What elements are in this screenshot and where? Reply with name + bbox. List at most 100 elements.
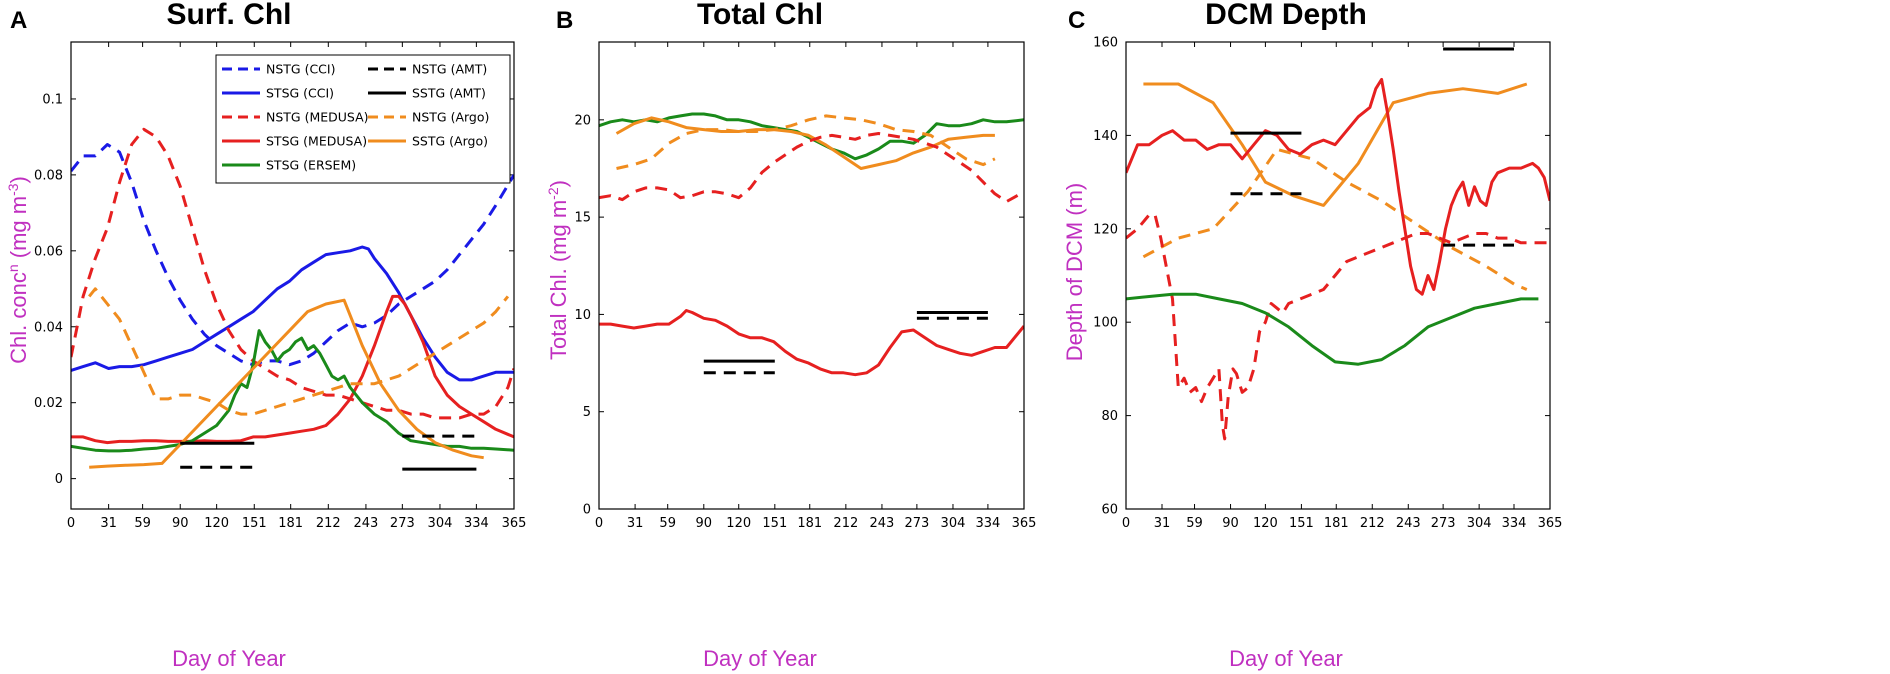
x-tick-label: 273 bbox=[1431, 516, 1456, 531]
y-tick-label: 20 bbox=[574, 113, 591, 128]
legend-box bbox=[215, 54, 511, 184]
x-tick-label: 59 bbox=[134, 516, 151, 531]
y-tick-label: 0.08 bbox=[34, 168, 63, 183]
y-tick-label: 0.04 bbox=[34, 320, 63, 335]
y-tick-label: 0.02 bbox=[34, 396, 63, 411]
x-tick-label: 120 bbox=[1253, 516, 1278, 531]
series-line-nstg-medusa bbox=[1126, 213, 1550, 441]
x-tick-label: 59 bbox=[1186, 516, 1203, 531]
series-line-stsg-medusa bbox=[1126, 77, 1550, 296]
x-tick-label: 120 bbox=[204, 516, 229, 531]
x-tick-label: 304 bbox=[941, 516, 966, 531]
plot-area-b: 0 31 59 90 120 151 181 212 243 273 304 334 365 0 5 10 15… bbox=[574, 41, 1037, 531]
panel-title-b: Total Chl bbox=[697, 0, 823, 31]
y-tick-label: 15 bbox=[574, 211, 591, 226]
series-line-nstg-cci bbox=[71, 143, 514, 367]
legend-label: SSTG (AMT) bbox=[412, 86, 486, 101]
x-tick-label: 334 bbox=[975, 516, 1000, 531]
x-tick-label: 90 bbox=[172, 516, 189, 531]
x-tick-label: 120 bbox=[726, 516, 751, 531]
x-tick-label: 181 bbox=[278, 516, 303, 531]
series-line-stsg-ersem bbox=[71, 329, 514, 453]
x-tick-label: 212 bbox=[833, 516, 858, 531]
x-tick-label: 365 bbox=[502, 516, 527, 531]
panel-letter-c: C bbox=[1068, 7, 1085, 34]
series-line-stsg-ersem bbox=[599, 112, 1024, 161]
series-line-stsg-medusa bbox=[71, 294, 514, 445]
y-tick-label: 5 bbox=[583, 405, 591, 420]
legend-label: NSTG (MEDUSA) bbox=[266, 110, 369, 125]
y-tick-label: 0 bbox=[55, 472, 63, 487]
legend-label: STSG (ERSEM) bbox=[266, 158, 356, 173]
series-line-nstg-argo bbox=[88, 287, 510, 416]
panel-a: A Surf. Chl Day of Year Chl. concn (mg m… bbox=[5, 0, 526, 671]
x-tick-label: 31 bbox=[100, 516, 117, 531]
x-tick-label: 0 bbox=[595, 516, 603, 531]
series-line-nstg-argo bbox=[616, 114, 996, 170]
panel-letter-b: B bbox=[556, 7, 573, 34]
y-axis-label-b: Total Chl. (mg m-2) bbox=[545, 180, 571, 360]
x-tick-label: 273 bbox=[390, 516, 415, 531]
y-tick-label: 80 bbox=[1101, 409, 1118, 424]
series-line-sstg-argo bbox=[89, 298, 484, 469]
series-line-stsg-medusa bbox=[599, 309, 1024, 377]
panel-b: B Total Chl Day of Year Total Chl. (mg m… bbox=[545, 0, 1036, 671]
y-tick-label: 10 bbox=[574, 308, 591, 323]
y-axis-label-a: Chl. concn (mg m-3) bbox=[5, 176, 31, 364]
x-tick-label: 212 bbox=[1360, 516, 1385, 531]
x-axis-label-c: Day of Year bbox=[1229, 646, 1343, 671]
x-tick-label: 151 bbox=[242, 516, 267, 531]
axes-frame bbox=[1125, 41, 1551, 510]
y-tick-label: 160 bbox=[1093, 36, 1118, 51]
panel-letter-a: A bbox=[10, 7, 27, 34]
panel-title-c: DCM Depth bbox=[1205, 0, 1367, 31]
panel-c: C DCM Depth Day of Year Depth of DCM (m)… bbox=[1062, 0, 1562, 671]
y-tick-label: 0.06 bbox=[34, 244, 63, 259]
y-tick-label: 140 bbox=[1093, 129, 1118, 144]
x-tick-label: 59 bbox=[659, 516, 676, 531]
series-line-nstg-argo bbox=[1142, 147, 1528, 291]
x-axis-label-a: Day of Year bbox=[172, 646, 286, 671]
series-line-sstg-argo bbox=[615, 116, 995, 170]
y-tick-label: 0 bbox=[583, 503, 591, 518]
series-line-stsg-ersem bbox=[1126, 292, 1539, 366]
x-tick-label: 90 bbox=[1222, 516, 1239, 531]
x-tick-label: 31 bbox=[627, 516, 644, 531]
x-tick-label: 181 bbox=[797, 516, 822, 531]
x-tick-label: 31 bbox=[1154, 516, 1171, 531]
x-tick-label: 151 bbox=[762, 516, 787, 531]
panel-title-a: Surf. Chl bbox=[167, 0, 292, 31]
series-line-stsg-cci bbox=[71, 245, 514, 382]
x-tick-label: 334 bbox=[464, 516, 489, 531]
x-tick-label: 0 bbox=[67, 516, 75, 531]
plot-area-a: 0 31 59 90 120 151 181 212 243 273 304 334 365 0 0.02 0… bbox=[34, 41, 527, 531]
x-tick-label: 243 bbox=[354, 516, 379, 531]
legend-label: NSTG (AMT) bbox=[412, 62, 487, 77]
legend-label: NSTG (Argo) bbox=[412, 110, 489, 125]
x-axis-label-b: Day of Year bbox=[703, 646, 817, 671]
x-tick-label: 212 bbox=[316, 516, 341, 531]
x-tick-label: 0 bbox=[1122, 516, 1130, 531]
axes-frame bbox=[70, 41, 515, 510]
x-tick-label: 334 bbox=[1502, 516, 1527, 531]
x-tick-label: 365 bbox=[1538, 516, 1563, 531]
legend-label: NSTG (CCI) bbox=[266, 62, 335, 77]
y-tick-label: 100 bbox=[1093, 316, 1118, 331]
legend-label: STSG (CCI) bbox=[266, 86, 334, 101]
x-tick-label: 304 bbox=[428, 516, 453, 531]
x-tick-label: 181 bbox=[1324, 516, 1349, 531]
legend-label: STSG (MEDUSA) bbox=[266, 134, 367, 149]
x-tick-label: 243 bbox=[1396, 516, 1421, 531]
legend: NSTG (CCI) STSG (CCI) NSTG (MEDUSA) STSG (M… bbox=[215, 54, 511, 184]
x-tick-label: 365 bbox=[1012, 516, 1037, 531]
x-tick-label: 304 bbox=[1467, 516, 1492, 531]
series-line-nstg-medusa bbox=[71, 127, 514, 420]
legend-label: SSTG (Argo) bbox=[412, 134, 488, 149]
y-tick-label: 0.1 bbox=[42, 92, 63, 107]
y-axis-label-c: Depth of DCM (m) bbox=[1062, 183, 1087, 361]
series-line-nstg-medusa bbox=[599, 132, 1024, 204]
x-tick-label: 151 bbox=[1289, 516, 1314, 531]
plot-area-c: 0 31 59 90 120 151 181 212 243 273 304 334 365 60 80 10… bbox=[1093, 36, 1562, 532]
y-tick-label: 120 bbox=[1093, 222, 1118, 237]
